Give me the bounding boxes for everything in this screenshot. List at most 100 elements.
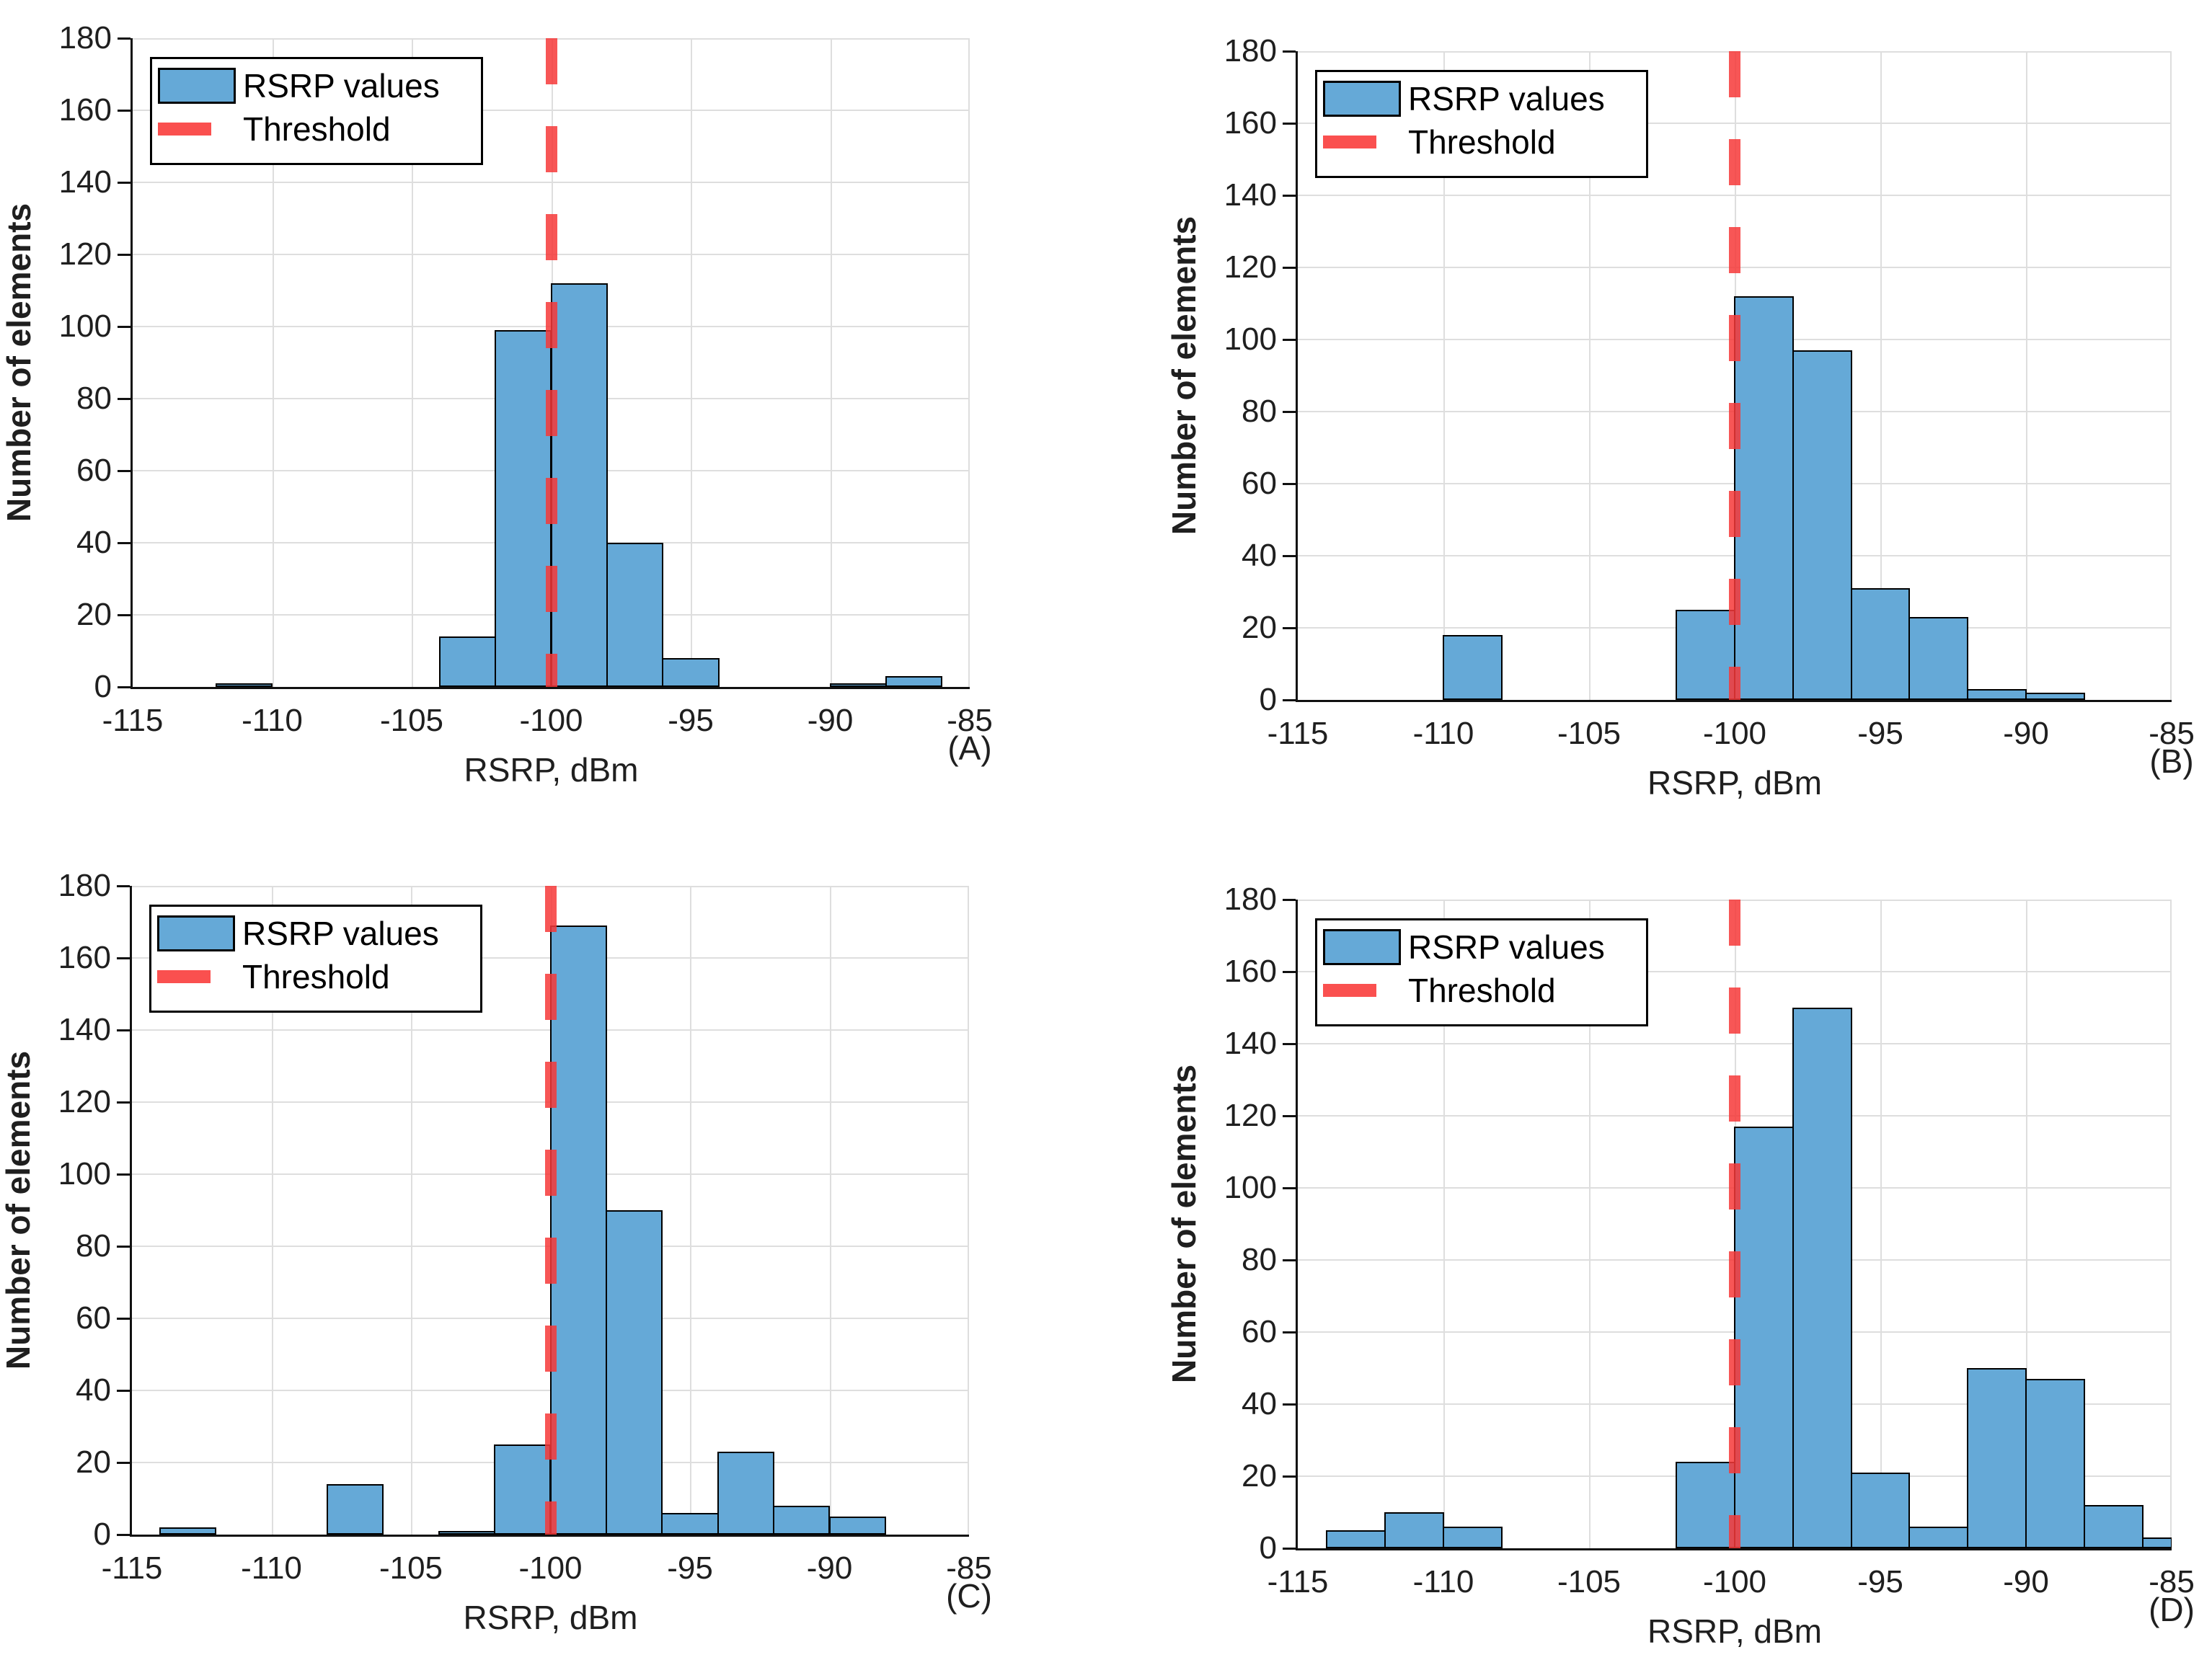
- y-tick-label: 120: [58, 1084, 111, 1119]
- x-gridline: [1443, 51, 1445, 700]
- y-gridline: [132, 1390, 969, 1391]
- x-tick-label: -85: [947, 703, 993, 738]
- y-gridline: [1298, 900, 2172, 901]
- x-tick-label: -110: [1412, 716, 1474, 751]
- y-tick-mark: [118, 253, 130, 256]
- legend-entry-threshold: Threshold: [1323, 124, 1639, 160]
- x-tick-label: -95: [1857, 716, 1903, 751]
- y-tick-label: 0: [94, 669, 112, 704]
- x-gridline: [1880, 900, 1882, 1548]
- histogram-bar: [829, 683, 887, 687]
- legend: RSRP values Threshold: [1315, 918, 1648, 1026]
- x-tick-label: -115: [1267, 716, 1329, 751]
- y-tick-mark: [1283, 266, 1296, 269]
- x-gridline: [1735, 51, 1736, 700]
- x-gridline: [691, 38, 692, 687]
- x-tick-label: -100: [1702, 716, 1767, 751]
- y-tick-mark: [117, 1317, 130, 1320]
- y-tick-mark: [118, 541, 130, 544]
- y-gridline: [1298, 411, 2172, 412]
- y-tick-label: 40: [76, 525, 112, 560]
- x-tick-label: -115: [101, 1550, 163, 1586]
- y-gridline: [132, 1318, 969, 1319]
- legend-threshold-label: Threshold: [242, 958, 390, 995]
- y-axis-label: Number of elements: [1165, 1064, 1203, 1384]
- x-gridline: [2170, 900, 2172, 1548]
- y-tick-mark: [1283, 1259, 1296, 1261]
- plot-area-a: Number of elements RSRP, dBm (A) RSRP va…: [0, 22, 993, 789]
- y-tick-mark: [1283, 1403, 1296, 1406]
- y-tick-label: 120: [1224, 1098, 1277, 1133]
- histogram-bar: [1326, 1530, 1386, 1548]
- y-tick-mark: [1283, 1547, 1296, 1550]
- y-tick-label: 80: [1242, 394, 1277, 429]
- y-tick-mark: [1283, 970, 1296, 973]
- y-gridline: [133, 182, 970, 183]
- y-gridline: [133, 470, 970, 471]
- y-gridline: [133, 398, 970, 399]
- plot-area-d: Number of elements RSRP, dBm (D) RSRP va…: [1165, 883, 2195, 1651]
- legend-rsrp-label: RSRP values: [242, 915, 439, 952]
- histogram-bar: [1850, 588, 1911, 700]
- histogram-bar: [1676, 1462, 1735, 1548]
- y-tick-mark: [1283, 50, 1296, 53]
- legend-rsrp-label: RSRP values: [1408, 928, 1605, 966]
- y-gridline: [133, 110, 970, 111]
- histogram-bar: [661, 1513, 719, 1535]
- legend-bar-swatch-icon: [1323, 929, 1401, 965]
- histogram-bar: [1384, 1512, 1444, 1548]
- y-tick-label: 60: [76, 453, 112, 488]
- y-tick-label: 60: [76, 1300, 111, 1336]
- y-tick-label: 20: [76, 597, 112, 632]
- threshold-line: [545, 38, 557, 687]
- x-tick-label: -105: [1557, 716, 1622, 751]
- y-tick-label: 140: [1224, 177, 1277, 213]
- panel-label: (A): [947, 729, 992, 767]
- y-tick-label: 100: [58, 309, 112, 344]
- legend-threshold-label: Threshold: [243, 110, 391, 148]
- threshold-line: [544, 886, 557, 1535]
- panel-label: (C): [946, 1577, 992, 1615]
- x-gridline: [1735, 900, 1736, 1548]
- x-tick-label: -105: [379, 1550, 443, 1586]
- y-tick-label: 160: [58, 940, 111, 975]
- histogram-bar: [2025, 693, 2085, 700]
- y-tick-label: 20: [1242, 610, 1277, 645]
- y-tick-mark: [1283, 410, 1296, 413]
- x-tick-label: -110: [242, 703, 303, 738]
- y-tick-mark: [1283, 898, 1296, 901]
- histogram-bar: [495, 330, 552, 687]
- y-gridline: [1298, 1259, 2172, 1261]
- x-gridline: [830, 38, 832, 687]
- y-tick-mark: [1283, 554, 1296, 557]
- x-axis-label: RSRP, dBm: [1647, 1612, 1823, 1650]
- y-gridline: [1298, 267, 2172, 268]
- y-gridline: [132, 1173, 969, 1175]
- y-tick-mark: [118, 613, 130, 616]
- plot-clip-region: [133, 38, 970, 687]
- histogram-bar: [550, 283, 608, 687]
- y-tick-mark: [117, 1533, 130, 1536]
- y-tick-label: 160: [58, 92, 112, 128]
- y-gridline: [1298, 1331, 2172, 1333]
- y-tick-label: 100: [1224, 321, 1277, 357]
- x-tick-label: -85: [946, 1550, 992, 1586]
- x-tick-label: -115: [102, 703, 164, 738]
- histogram-bar: [326, 1484, 384, 1535]
- x-tick-label: -95: [667, 1550, 713, 1586]
- y-tick-label: 140: [1224, 1026, 1277, 1061]
- histogram-bar: [1967, 1368, 2027, 1548]
- y-tick-label: 60: [1242, 466, 1277, 501]
- legend-dash-swatch-icon: [1323, 984, 1376, 997]
- y-tick-mark: [117, 1173, 130, 1176]
- y-gridline: [132, 1029, 969, 1031]
- x-gridline: [550, 886, 552, 1535]
- legend-dash-swatch-icon: [158, 123, 211, 136]
- histogram-bar: [2141, 1537, 2172, 1548]
- x-tick-label: -90: [806, 1550, 853, 1586]
- y-tick-label: 80: [76, 1228, 111, 1264]
- x-gridline: [829, 886, 831, 1535]
- y-tick-label: 40: [1242, 538, 1277, 573]
- y-tick-label: 100: [58, 1156, 111, 1191]
